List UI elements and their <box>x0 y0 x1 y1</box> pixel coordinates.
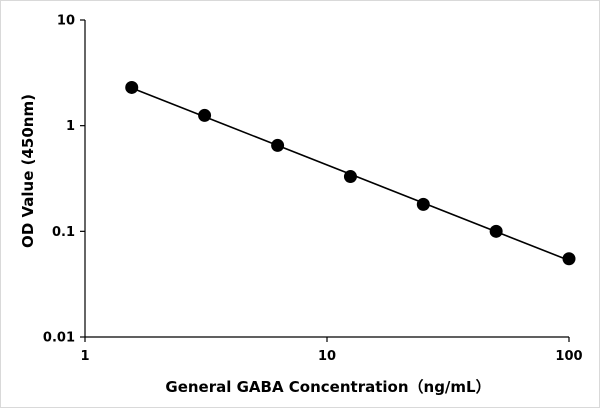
y-tick-label: 0.1 <box>52 225 75 240</box>
x-axis-title: General GABA Concentration（ng/mL） <box>165 378 490 396</box>
data-point <box>489 224 503 238</box>
axes <box>80 19 570 342</box>
x-tick-label: 100 <box>555 349 582 364</box>
data-point <box>198 108 212 122</box>
data-point <box>416 197 430 211</box>
y-tick-label: 0.01 <box>43 331 75 346</box>
x-tick-label: 1 <box>80 349 89 364</box>
points-group <box>125 80 576 266</box>
y-tick-label: 10 <box>57 14 75 29</box>
data-point <box>271 138 285 152</box>
data-point <box>343 170 357 184</box>
data-point <box>562 252 576 266</box>
tick-labels-group: 0.01 0.1 1 10 1 10 100 <box>43 14 583 365</box>
y-tick-label: 1 <box>66 119 75 134</box>
x-tick-label: 10 <box>318 349 336 364</box>
data-point <box>125 80 139 94</box>
y-axis-title: OD Value (450nm) <box>19 94 37 248</box>
